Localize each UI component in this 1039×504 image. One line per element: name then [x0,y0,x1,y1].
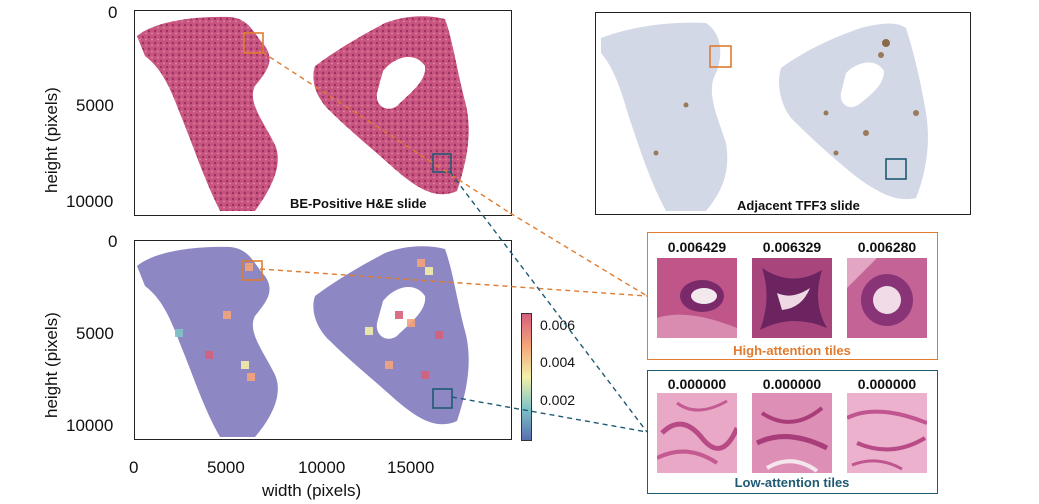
bottom-y-axis-label: height (pixels) [42,312,61,418]
colorbar-tick-0002: 0.002 [540,392,576,408]
he-slide-caption: BE-Positive H&E slide [287,195,430,212]
high-score-1: 0.006429 [667,239,727,255]
x-tick-5000: 5000 [207,458,245,477]
low-tile-1 [657,393,737,473]
bottom-y-tick-10000: 10000 [66,416,114,435]
high-tile-3 [847,258,927,338]
he-slide-panel: BE-Positive H&E slide [134,10,512,216]
low-score-1: 0.000000 [667,376,727,392]
low-tile-2 [752,393,832,473]
tff3-slide-image [601,22,928,211]
low-attention-box: 0.000000 0.000000 0.000000 Low-attention… [647,370,938,494]
high-score-3: 0.006280 [857,239,917,255]
high-tile-1 [657,258,737,338]
attention-heatmap-panel [134,240,512,440]
attention-heatmap-image [137,246,469,437]
high-score-2: 0.006329 [762,239,822,255]
tff3-tissue-left [601,22,728,211]
x-axis-label: width (pixels) [262,481,362,500]
top-y-tick-0: 0 [108,3,118,22]
top-y-tick-10000: 10000 [66,192,114,211]
x-tick-10000: 10000 [298,458,346,477]
he-slide-image [137,16,469,211]
bottom-y-tick-0: 0 [108,232,118,251]
attention-tissue-left [137,246,278,437]
tff3-slide-caption: Adjacent TFF3 slide [734,197,863,214]
x-tick-15000: 15000 [387,458,435,477]
low-score-2: 0.000000 [762,376,822,392]
connector-he-high-lower [509,212,648,297]
he-high-roi [243,32,264,54]
top-y-tick-5000: 5000 [76,96,114,115]
tff3-high-roi [709,45,732,68]
tff3-slide-panel: Adjacent TFF3 slide [595,12,971,215]
he-tissue-left [137,16,278,211]
high-tile-2 [752,258,832,338]
low-attention-label: Low-attention tiles [734,475,850,490]
high-attention-label: High-attention tiles [733,343,851,358]
colorbar [521,313,532,441]
colorbar-tick-0006: 0.006 [540,317,576,333]
top-y-axis-label: height (pixels) [42,87,61,193]
bottom-y-tick-5000: 5000 [76,324,114,343]
colorbar-tick-0004: 0.004 [540,354,576,370]
x-tick-0: 0 [129,458,139,477]
low-score-3: 0.000000 [857,376,917,392]
low-tile-3 [847,393,927,473]
tff3-tissue-right [779,23,928,200]
tff3-low-roi [885,158,907,180]
high-attention-box: 0.006429 0.006329 0.006280 High-attentio… [647,232,938,360]
